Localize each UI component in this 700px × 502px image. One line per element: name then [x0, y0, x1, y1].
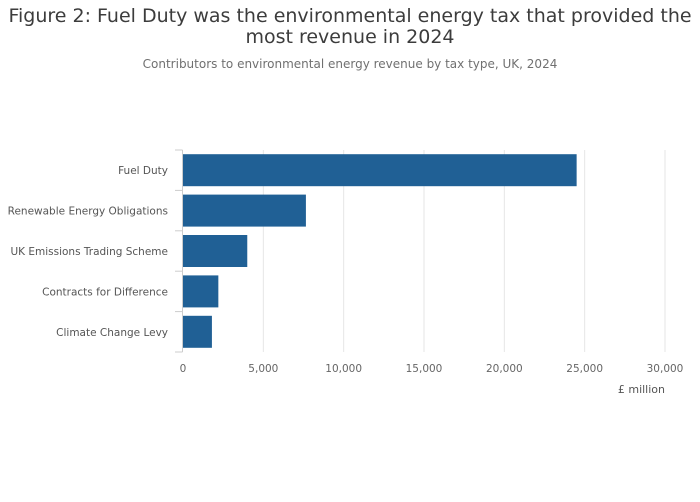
- bar: [183, 154, 577, 187]
- x-tick-label: 0: [180, 363, 187, 375]
- y-category-label: Renewable Energy Obligations: [8, 206, 168, 218]
- y-category-label: UK Emissions Trading Scheme: [10, 246, 168, 258]
- x-tick-label: 5,000: [248, 363, 278, 375]
- x-axis-title: £ million: [618, 383, 665, 396]
- bar: [183, 275, 219, 308]
- bar: [183, 235, 248, 267]
- y-category-label: Contracts for Difference: [42, 286, 168, 298]
- x-tick-label: 20,000: [486, 363, 523, 375]
- x-axis: 0 5,000 10,000 15,000 20,000 25,000 30,000: [180, 363, 684, 375]
- x-tick-label: 25,000: [566, 363, 603, 375]
- y-category-label: Climate Change Levy: [56, 327, 168, 339]
- y-category-label: Fuel Duty: [118, 165, 168, 177]
- bar: [183, 315, 212, 348]
- chart-subtitle: Contributors to environmental energy rev…: [142, 57, 558, 71]
- x-tick-label: 10,000: [325, 363, 362, 375]
- bars: [183, 154, 577, 348]
- x-tick-label: 30,000: [647, 363, 684, 375]
- chart-title: Figure 2: Fuel Duty was the environmenta…: [8, 5, 692, 48]
- bar: [183, 194, 306, 227]
- x-tick-label: 15,000: [406, 363, 443, 375]
- y-axis: Fuel Duty Renewable Energy Obligations UK …: [8, 149, 183, 353]
